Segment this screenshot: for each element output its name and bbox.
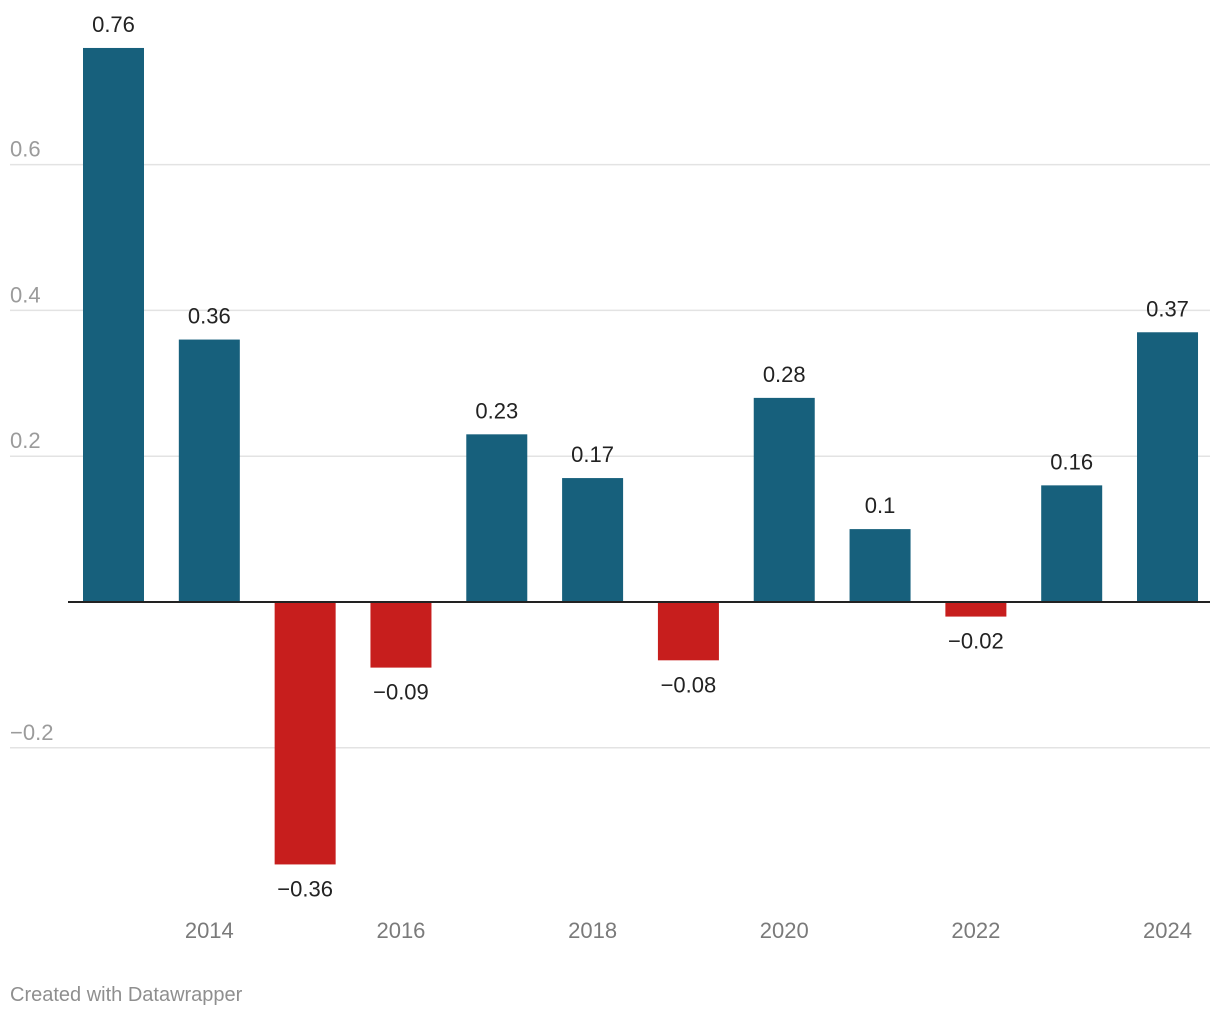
bar-2024 xyxy=(1137,332,1199,602)
bar-2016 xyxy=(370,602,432,668)
bar-2017 xyxy=(466,434,528,602)
data-label: 0.36 xyxy=(188,304,231,329)
bar-2014 xyxy=(178,339,240,602)
data-label: 0.1 xyxy=(865,493,896,518)
data-labels: 0.76 0.36 −0.36 −0.09 0.23 0.17 −0.08 0.28 0.1 −0… xyxy=(92,12,1189,901)
x-tick-label: 2022 xyxy=(951,918,1000,943)
bar-2023 xyxy=(1041,485,1103,602)
bars xyxy=(83,47,1199,865)
data-label: −0.09 xyxy=(373,680,429,705)
footer-credit: Created with Datawrapper xyxy=(10,984,243,1006)
y-tick-label: 0.6 xyxy=(10,137,41,162)
data-label: 0.16 xyxy=(1050,449,1093,474)
bar-2019 xyxy=(657,602,719,661)
bar-2013 xyxy=(83,47,144,602)
y-tick-label: −0.2 xyxy=(10,720,53,745)
x-axis-ticks: 2014 2016 2018 2020 2022 2024 xyxy=(185,918,1192,943)
x-tick-label: 2014 xyxy=(185,918,234,943)
bar-2020 xyxy=(753,397,815,602)
data-label: −0.02 xyxy=(948,629,1004,654)
x-tick-label: 2016 xyxy=(376,918,425,943)
y-tick-label: 0.4 xyxy=(10,282,41,307)
data-label: 0.76 xyxy=(92,12,135,37)
bar-2015 xyxy=(274,602,336,865)
data-label: −0.08 xyxy=(661,672,717,697)
bar-2022 xyxy=(945,602,1007,617)
data-label: −0.36 xyxy=(277,876,333,901)
data-label: 0.37 xyxy=(1146,296,1189,321)
bar-2021 xyxy=(849,529,911,602)
x-tick-label: 2020 xyxy=(760,918,809,943)
x-tick-label: 2024 xyxy=(1143,918,1192,943)
bar-2018 xyxy=(562,478,624,602)
data-label: 0.28 xyxy=(763,362,806,387)
data-label: 0.23 xyxy=(475,398,518,423)
data-label: 0.17 xyxy=(571,442,614,467)
y-axis-ticks: 0.6 0.4 0.2 −0.2 xyxy=(10,137,53,745)
x-tick-label: 2018 xyxy=(568,918,617,943)
y-tick-label: 0.2 xyxy=(10,428,41,453)
